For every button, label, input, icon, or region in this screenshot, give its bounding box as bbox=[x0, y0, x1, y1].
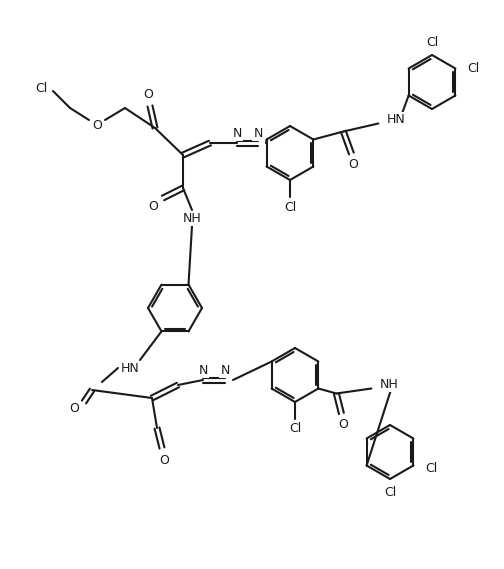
Text: O: O bbox=[143, 88, 153, 101]
Text: Cl: Cl bbox=[467, 62, 480, 75]
Text: NH: NH bbox=[380, 378, 398, 391]
Text: HN: HN bbox=[387, 113, 405, 126]
Text: N: N bbox=[232, 126, 242, 139]
Text: N: N bbox=[198, 364, 208, 377]
Text: N: N bbox=[254, 126, 263, 139]
Text: Cl: Cl bbox=[384, 486, 396, 500]
Text: O: O bbox=[348, 158, 358, 171]
Text: O: O bbox=[159, 453, 169, 467]
Text: Cl: Cl bbox=[426, 35, 438, 48]
Text: O: O bbox=[92, 118, 102, 131]
Text: Cl: Cl bbox=[289, 423, 301, 435]
Text: O: O bbox=[69, 402, 79, 414]
Text: Cl: Cl bbox=[35, 81, 47, 94]
Text: N: N bbox=[220, 364, 230, 377]
Text: Cl: Cl bbox=[284, 200, 296, 213]
Text: NH: NH bbox=[182, 212, 202, 225]
Text: O: O bbox=[148, 200, 158, 212]
Text: O: O bbox=[339, 418, 348, 431]
Text: HN: HN bbox=[120, 361, 140, 374]
Text: Cl: Cl bbox=[425, 462, 437, 475]
